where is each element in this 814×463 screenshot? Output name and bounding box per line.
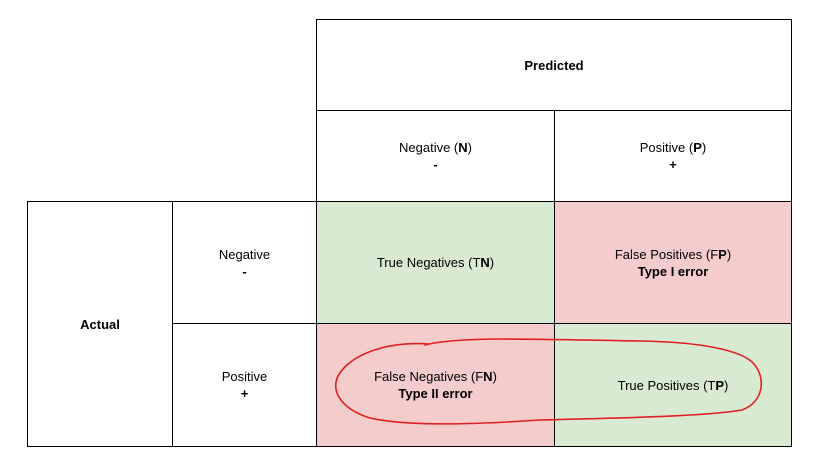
type-i-error-label: Type I error <box>637 263 709 279</box>
row-header-positive: Positive + <box>172 323 317 447</box>
column-positive-sign: + <box>669 157 677 172</box>
row-negative-label: Negative <box>218 246 271 262</box>
column-negative-label: Negative (N) <box>399 140 472 155</box>
column-header-negative: Negative (N) - <box>316 110 555 202</box>
row-positive-sign: + <box>240 386 249 401</box>
false-positives-label: False Positives (FP) <box>614 246 732 262</box>
false-negatives-label: False Negatives (FN) <box>374 369 497 384</box>
predicted-label: Predicted <box>524 57 584 73</box>
true-negatives-label: True Negatives (TN) <box>376 255 495 270</box>
predicted-header: Predicted <box>316 19 792 111</box>
column-positive-label: Positive (P) <box>639 140 707 155</box>
cell-true-negatives: True Negatives (TN) <box>316 201 555 324</box>
type-ii-error-label: Type II error <box>398 386 473 401</box>
true-positives-label: True Positives (TP) <box>617 377 729 393</box>
cell-false-positives: False Positives (FP) Type I error <box>554 201 792 324</box>
row-positive-label: Positive <box>221 369 268 384</box>
column-header-positive: Positive (P) + <box>554 110 792 202</box>
actual-header: Actual <box>27 201 173 447</box>
cell-false-negatives: False Negatives (FN) Type II error <box>316 323 555 447</box>
actual-label: Actual <box>80 316 120 332</box>
cell-true-positives: True Positives (TP) <box>554 323 792 447</box>
row-header-negative: Negative - <box>172 201 317 324</box>
row-negative-sign: - <box>242 263 247 279</box>
column-negative-sign: - <box>433 157 438 172</box>
